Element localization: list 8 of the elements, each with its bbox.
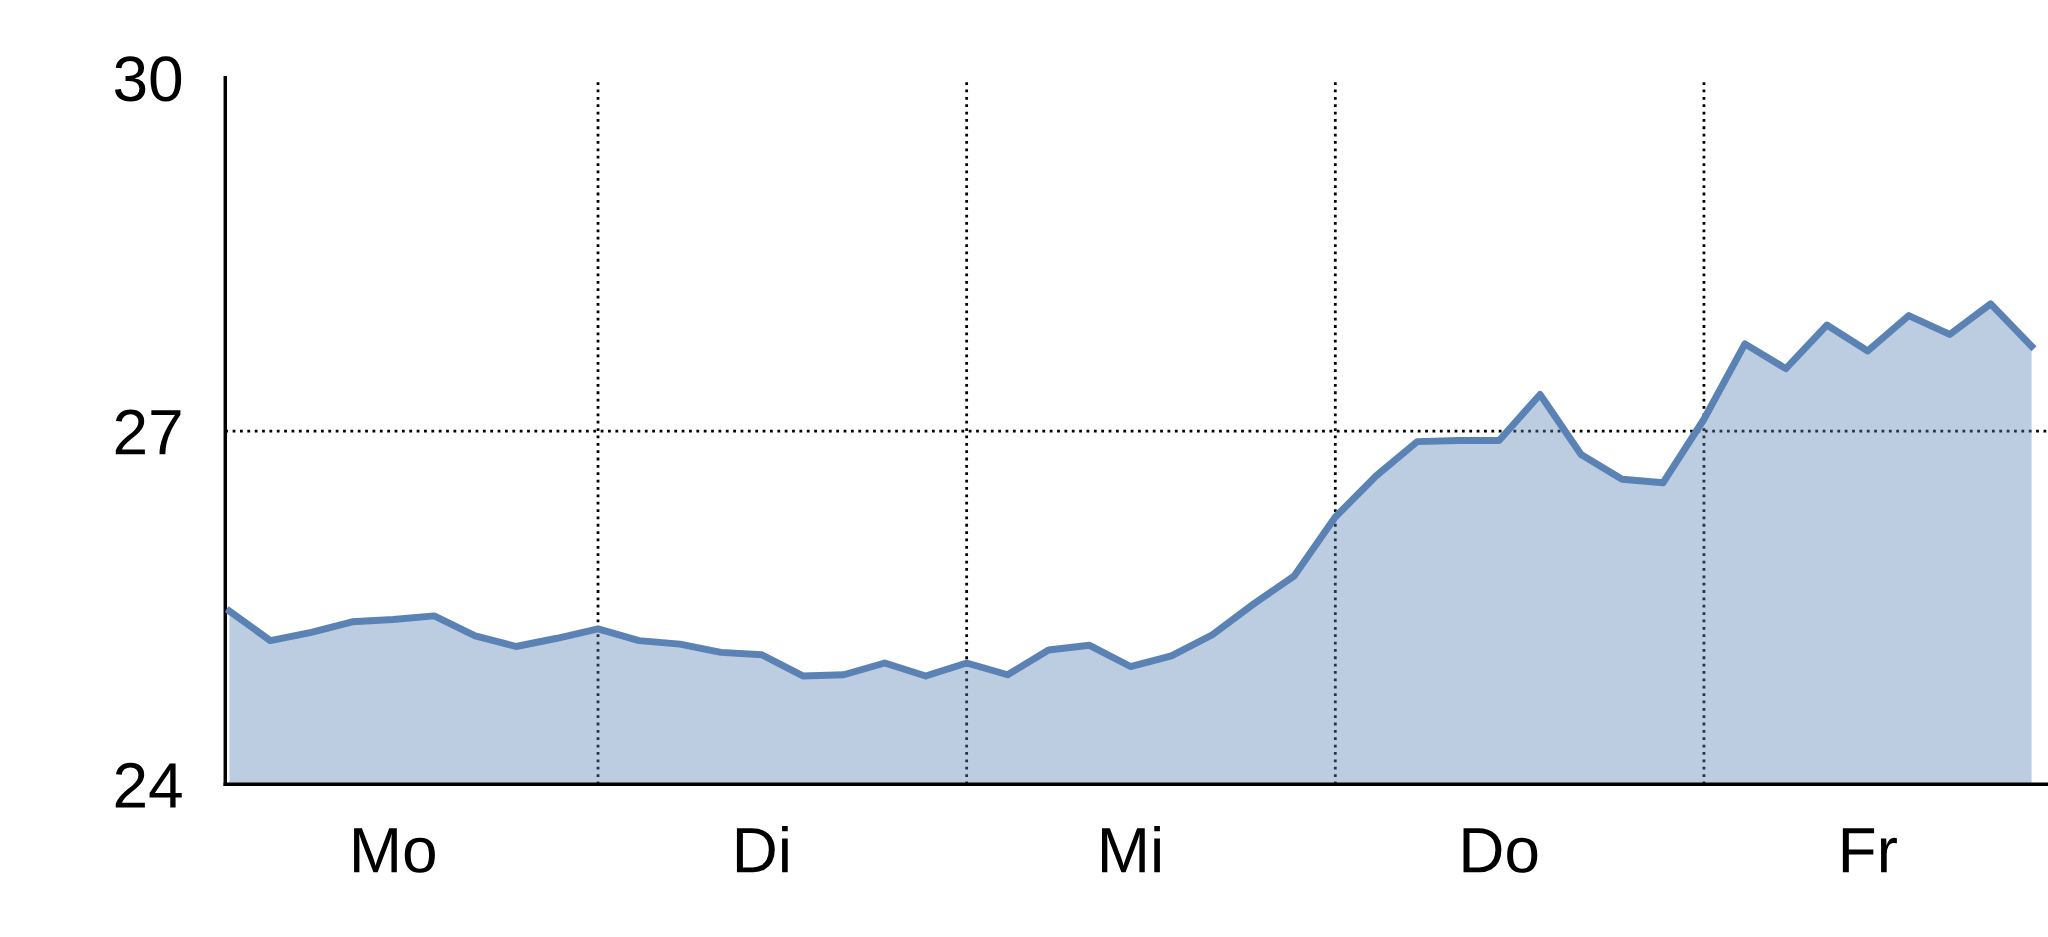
y-tick-label: 27 bbox=[115, 409, 181, 455]
x-tick-label: Do bbox=[1463, 828, 1538, 873]
x-tick-label: Mi bbox=[1102, 825, 1160, 873]
x-tick-label: Mo bbox=[354, 828, 435, 873]
y-tick-label: 24 bbox=[115, 762, 182, 808]
x-tick-label: Fr bbox=[1842, 828, 1897, 873]
x-tick-label: Di bbox=[736, 825, 788, 873]
y-tick-label: 30 bbox=[114, 56, 182, 102]
